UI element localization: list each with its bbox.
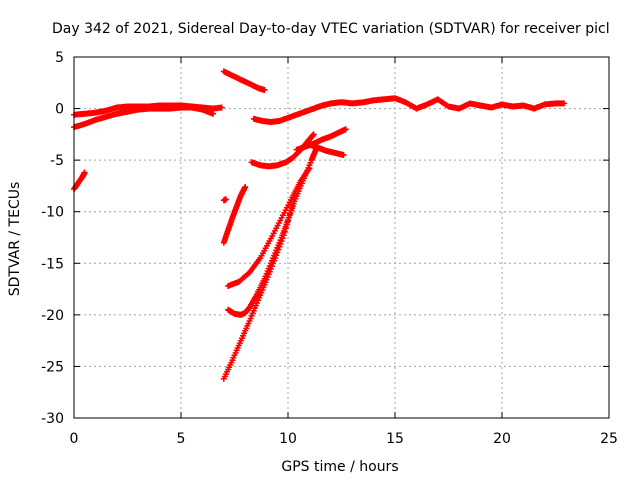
x-tick-label: 20 [493,431,511,447]
x-tick-label: 0 [70,431,79,447]
data-point-markers [250,99,347,125]
y-tick-label: -5 [50,153,64,169]
data-point-markers [220,203,296,382]
plot-frame [73,56,610,419]
series-track-9 [220,184,249,246]
chart-title: Day 342 of 2021, Sidereal Day-to-day VTE… [52,21,610,37]
y-tick-label: 5 [55,50,64,66]
data-point-markers [220,68,268,93]
x-tick-label: 25 [600,431,618,447]
data-point-markers [306,141,347,158]
y-tick-label: 0 [55,102,64,118]
x-tick-label: 5 [177,431,186,447]
data-points [71,68,568,382]
series-track-13 [220,203,296,382]
y-tick-label: -20 [41,308,64,324]
y-tick-label: -30 [41,411,64,427]
x-tick-label: 15 [386,431,404,447]
series-track-5 [250,99,347,125]
x-tick-label: 10 [279,431,297,447]
data-point-markers [340,95,568,112]
y-axis-label: SDTVAR / TECUs [7,182,23,297]
series-track-14 [340,95,568,112]
data-point-markers [220,196,229,204]
series-track-10 [220,196,229,204]
y-tick-label: -10 [41,205,64,221]
x-axis-label: GPS time / hours [281,459,398,475]
data-point-markers [225,165,313,289]
data-point-markers [220,184,249,246]
series-track-4 [220,68,268,93]
y-tick-label: -15 [41,256,64,272]
tick-labels: 0 5 10 15 20 25 -30 -25 -20 -15 -10 -5 0 5 [41,50,618,447]
series-track-8 [306,141,347,158]
series-track-11 [225,165,313,289]
y-tick-label: -25 [41,359,64,375]
